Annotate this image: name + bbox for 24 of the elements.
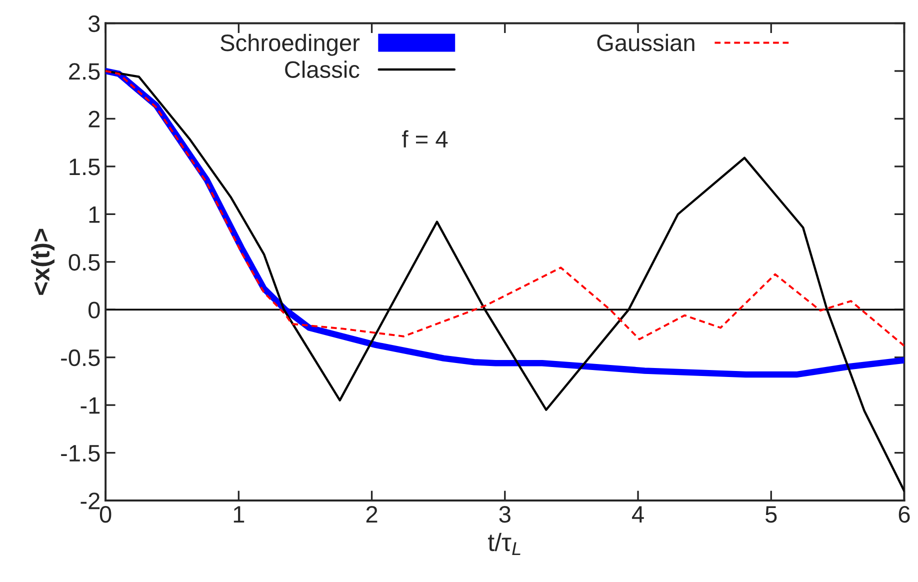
legend-label: Gaussian	[597, 34, 694, 52]
y-axis-title: <x(t)>	[31, 228, 54, 295]
y-tick-label: -1	[80, 397, 100, 414]
y-tick-label: -2	[80, 492, 100, 510]
y-tick-label: 2.5	[69, 63, 100, 80]
y-tick-label: 2	[88, 110, 100, 128]
x-tick-label: 4	[632, 506, 644, 522]
x-tick-label: 1	[234, 506, 244, 522]
annotation: f = 4	[402, 130, 448, 148]
y-tick-label: 0	[88, 302, 100, 318]
y-tick-label: -0.5	[61, 349, 100, 366]
x-tick-label: 0	[100, 506, 112, 523]
x-axis-title: t/τ$_{L}$	[488, 532, 520, 556]
x-tick-label: 2	[366, 506, 378, 522]
legend-label: Classic	[285, 60, 360, 78]
x-tick-label: 5	[766, 506, 777, 523]
x-tick-label: 3	[499, 506, 510, 523]
legend-label: Schroedinger	[220, 34, 360, 56]
x-tick-label: 6	[898, 506, 910, 523]
y-tick-label: 1.5	[70, 158, 100, 176]
y-tick-label: 1	[89, 206, 100, 223]
y-tick-label: -1.5	[61, 445, 100, 462]
y-tick-label: 0.5	[68, 254, 100, 271]
y-tick-label: 3	[88, 15, 100, 32]
